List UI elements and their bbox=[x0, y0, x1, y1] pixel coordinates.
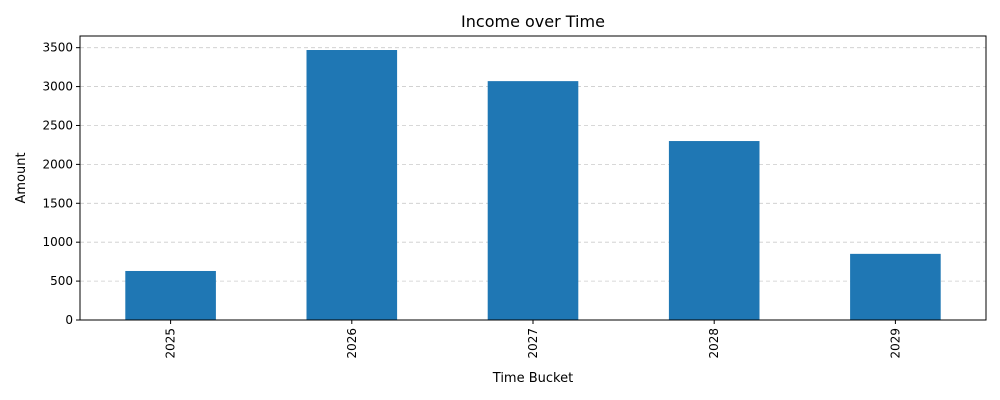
chart-title: Income over Time bbox=[461, 12, 605, 31]
y-tick-label: 500 bbox=[50, 274, 73, 288]
y-tick-label: 2500 bbox=[42, 118, 73, 132]
x-tick-label: 2029 bbox=[888, 328, 902, 359]
x-axis-label: Time Bucket bbox=[492, 371, 573, 386]
x-axis-ticks: 2025 2026 2027 2028 2029 bbox=[164, 320, 902, 359]
y-tick-label: 1000 bbox=[42, 235, 73, 249]
bar-2027 bbox=[487, 81, 579, 320]
x-tick-label: 2026 bbox=[345, 328, 359, 359]
x-tick-label: 2027 bbox=[526, 328, 540, 359]
bar-2025 bbox=[125, 270, 216, 320]
y-axis-label: Amount bbox=[14, 152, 29, 203]
bar-2026 bbox=[306, 50, 398, 320]
bar-2029 bbox=[850, 253, 941, 320]
x-tick-label: 2025 bbox=[164, 328, 178, 359]
y-tick-label: 3500 bbox=[42, 41, 73, 55]
y-tick-label: 2000 bbox=[42, 157, 73, 171]
y-tick-label: 1500 bbox=[42, 196, 73, 210]
bars bbox=[125, 50, 941, 320]
x-tick-label: 2028 bbox=[707, 328, 721, 359]
y-tick-label: 3000 bbox=[42, 80, 73, 94]
y-axis-ticks: 0 500 1000 1500 2000 2500 3000 3500 bbox=[42, 41, 80, 327]
bar-2028 bbox=[668, 141, 760, 320]
y-tick-label: 0 bbox=[65, 313, 73, 327]
